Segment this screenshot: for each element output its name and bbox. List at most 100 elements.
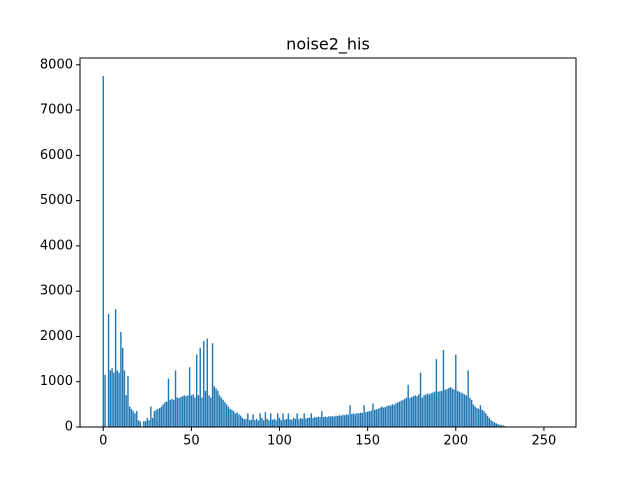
bar — [245, 418, 247, 427]
bar — [291, 419, 293, 427]
bar — [462, 393, 464, 427]
bar — [326, 417, 328, 427]
bar — [386, 406, 388, 427]
bar — [143, 421, 145, 427]
bar — [296, 413, 298, 427]
bar — [158, 407, 161, 427]
bar — [426, 393, 429, 427]
bar — [336, 416, 339, 427]
bar — [171, 398, 173, 427]
bar — [395, 403, 397, 427]
bar — [157, 408, 159, 427]
bar — [389, 405, 392, 427]
bar — [345, 414, 348, 427]
bar — [331, 416, 334, 427]
bar — [499, 424, 501, 427]
bar — [199, 347, 201, 427]
bar — [266, 418, 268, 427]
bar — [195, 354, 198, 427]
bar — [312, 417, 314, 427]
y-tick-label: 0 — [65, 420, 73, 435]
bar — [333, 416, 335, 427]
bar — [495, 423, 498, 427]
bar — [405, 397, 408, 427]
bar — [268, 420, 270, 427]
bar — [472, 404, 475, 427]
bar — [174, 370, 177, 427]
bar — [358, 413, 360, 427]
bar — [349, 405, 351, 427]
bar — [164, 402, 166, 427]
bar — [329, 416, 332, 427]
bar — [289, 419, 291, 427]
bar — [259, 413, 261, 427]
bar — [310, 413, 312, 427]
bar — [403, 398, 406, 427]
bar — [123, 370, 126, 427]
bar — [428, 394, 431, 427]
bar — [488, 417, 490, 427]
bar — [257, 420, 260, 427]
bar — [446, 388, 448, 427]
bar — [433, 391, 436, 427]
bar — [384, 407, 386, 427]
bar — [298, 419, 300, 427]
bar — [470, 399, 473, 427]
bar — [132, 411, 134, 427]
bar — [277, 413, 279, 427]
bar — [224, 402, 226, 427]
bar — [197, 395, 200, 427]
bar — [190, 395, 193, 427]
bar — [222, 399, 224, 427]
bar — [416, 396, 418, 427]
bar — [284, 419, 286, 427]
y-tick-label: 4000 — [40, 238, 73, 253]
bar — [234, 413, 237, 427]
bar — [391, 404, 394, 427]
bar — [254, 420, 256, 427]
bar — [308, 417, 311, 427]
bar — [129, 406, 131, 427]
chart-title: noise2_his — [286, 35, 370, 55]
bar — [167, 378, 170, 427]
bar — [328, 416, 330, 427]
x-tick-label: 250 — [532, 434, 557, 449]
bar — [134, 413, 136, 427]
bar — [377, 408, 379, 427]
bar — [220, 397, 223, 427]
bar — [449, 387, 452, 427]
bar — [430, 393, 432, 427]
bar — [102, 76, 104, 428]
bar — [217, 390, 219, 427]
bar — [324, 416, 327, 427]
y-tick-label: 6000 — [40, 148, 73, 163]
bar — [194, 397, 196, 427]
bar — [114, 309, 117, 427]
bar — [188, 367, 191, 427]
y-tick-label: 1000 — [40, 374, 73, 389]
bar — [423, 395, 425, 427]
bar — [502, 425, 505, 427]
bar — [139, 421, 141, 427]
y-tick-label: 8000 — [40, 57, 73, 72]
bar — [451, 388, 453, 427]
bar — [210, 397, 212, 427]
bar — [261, 417, 263, 427]
bar — [374, 409, 376, 427]
bar — [127, 375, 129, 427]
bar — [229, 408, 231, 427]
bar — [169, 399, 171, 427]
bar — [241, 417, 244, 427]
bar — [352, 413, 355, 427]
bar — [305, 418, 307, 427]
bar — [458, 391, 461, 427]
bar — [474, 406, 476, 427]
bar — [185, 396, 187, 427]
bar — [340, 415, 342, 427]
bar — [116, 370, 119, 427]
bar — [398, 401, 401, 427]
bar — [439, 391, 441, 427]
bar — [278, 417, 281, 427]
